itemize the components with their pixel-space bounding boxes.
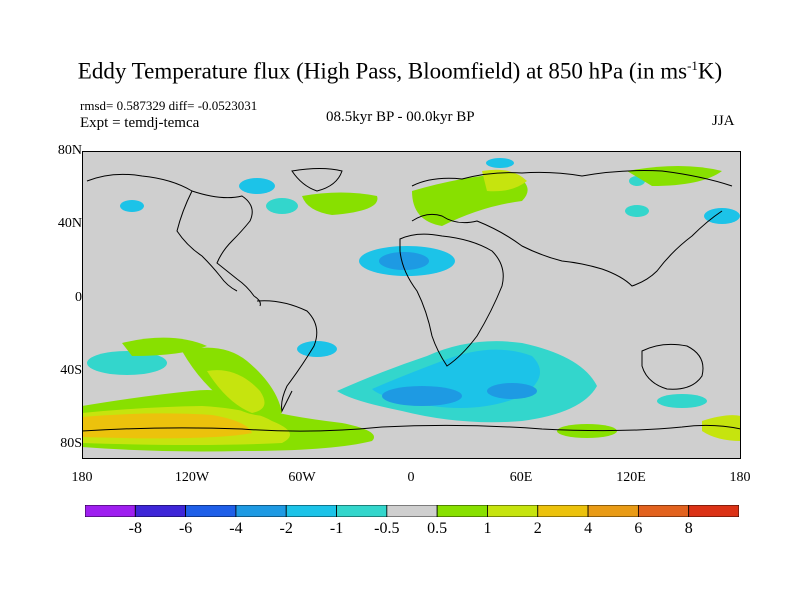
lon-label-60w: 60W <box>288 470 316 485</box>
colorbar-swatch <box>336 505 388 517</box>
colorbar-tick-label: 0.5 <box>427 520 448 537</box>
stats-line: rmsd= 0.587329 diff= -0.0523031 <box>80 98 258 113</box>
lat-label-40n: 40N <box>57 216 82 231</box>
lon-label-120e: 120E <box>616 470 646 485</box>
colorbar <box>85 505 739 517</box>
plot-title-exponent: -1 <box>687 58 698 73</box>
map-frame <box>82 151 741 459</box>
colorbar-swatch <box>386 505 438 517</box>
north-america-coast <box>86 173 261 307</box>
lon-label-60e: 60E <box>509 470 533 485</box>
plot-title-tail: K) <box>697 58 723 84</box>
lon-label-0: 0 <box>407 470 415 485</box>
colorbar-tick-label: -1 <box>329 520 344 537</box>
colorbar-swatch <box>537 505 589 517</box>
lat-label-0: 0 <box>75 290 82 305</box>
colorbar-tick-label: -6 <box>178 520 193 537</box>
colorbar-tick-label: 6 <box>634 520 643 537</box>
colorbar-swatch <box>637 505 690 517</box>
period-label: 08.5kyr BP - 00.0kyr BP <box>326 109 475 125</box>
colorbar-tick-label: -8 <box>128 520 142 537</box>
lon-label-180e: 180 <box>729 470 751 485</box>
colorbar-swatch <box>85 505 136 517</box>
colorbar-tick-label: -4 <box>229 520 243 537</box>
lat-label-80s: 80S <box>60 436 82 451</box>
map-panel <box>82 151 741 459</box>
colorbar-tick-label: 4 <box>584 520 593 537</box>
colorbar-swatch <box>235 505 287 517</box>
experiment-label: Expt = temdj-temca <box>80 115 200 131</box>
lat-label-80n: 80N <box>57 143 82 158</box>
colorbar-tick-label: 2 <box>533 520 542 537</box>
lon-label-180w: 180 <box>71 470 93 485</box>
colorbar-swatch <box>487 505 539 517</box>
colorbar-swatch <box>436 505 488 517</box>
positive-anomaly-patches <box>82 166 741 452</box>
plot-title: Eddy Temperature flux (High Pass, Bloomf… <box>0 58 800 85</box>
season-label: JJA <box>712 113 735 129</box>
colorbar-tick-label: 1 <box>483 520 492 537</box>
plot-title-main: Eddy Temperature flux (High Pass, Bloomf… <box>77 58 688 84</box>
south-america-coast <box>256 300 318 413</box>
coastlines <box>82 168 741 432</box>
colorbar-swatch <box>185 505 237 517</box>
eurasia-north-coast <box>411 170 733 187</box>
australia-coast <box>641 343 704 390</box>
colorbar-swatch <box>688 505 739 517</box>
lon-label-120w: 120W <box>174 470 210 485</box>
colorbar-swatch <box>587 505 639 517</box>
antarctica-coast <box>82 424 741 432</box>
eurasia-south-coast <box>411 210 723 287</box>
colorbar-swatch <box>285 505 337 517</box>
colorbar-tick-label: -2 <box>279 520 293 537</box>
lat-label-40s: 40S <box>60 363 82 378</box>
negative-anomaly-patches <box>87 158 740 423</box>
greenland-coast <box>291 168 343 192</box>
africa-coast <box>399 233 504 367</box>
colorbar-tick-label: 8 <box>684 520 693 537</box>
colorbar-tick-label: -0.5 <box>374 520 400 537</box>
colorbar-swatch <box>134 505 187 517</box>
